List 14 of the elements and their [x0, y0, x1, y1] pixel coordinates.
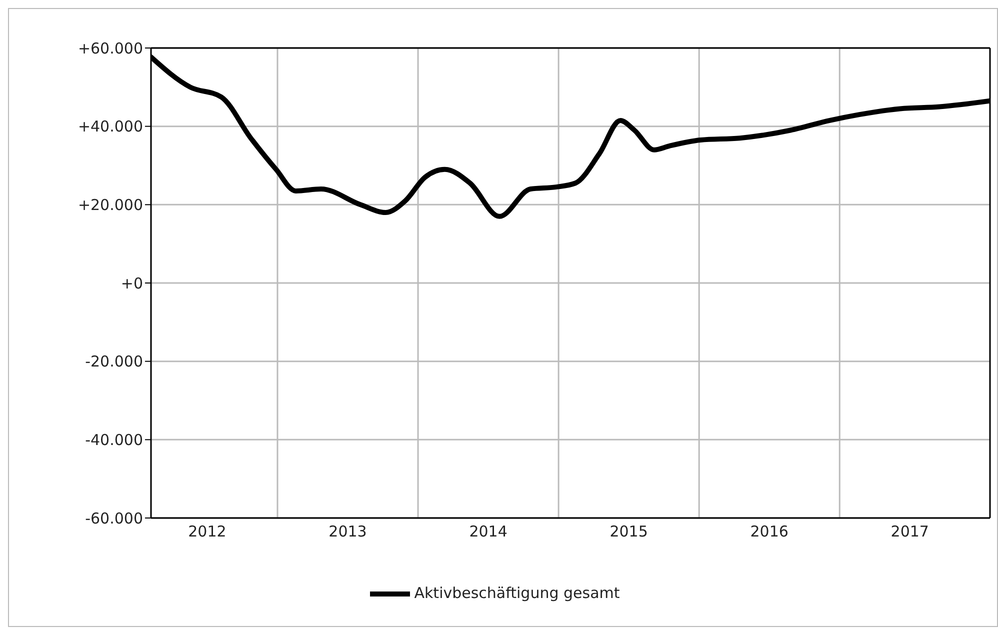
y-tick-label: +20.000 [78, 196, 143, 214]
y-tick-label: +40.000 [78, 118, 143, 136]
x-tick-label: 2012 [188, 522, 226, 541]
y-tick-label: -20.000 [85, 352, 143, 371]
y-tick-label: +60.000 [78, 39, 143, 58]
x-tick-label: 2016 [750, 522, 788, 541]
x-tick-label: 2017 [890, 522, 929, 541]
x-tick-label: 2015 [610, 522, 648, 541]
x-tick-label: 2013 [328, 522, 367, 541]
y-tick-label: +0 [120, 274, 143, 292]
legend-label: Aktivbeschäftigung gesamt [414, 584, 620, 602]
y-tick-label: -60.000 [85, 509, 143, 528]
x-tick-label: 2014 [469, 522, 508, 541]
y-tick-label: -40.000 [85, 430, 143, 449]
